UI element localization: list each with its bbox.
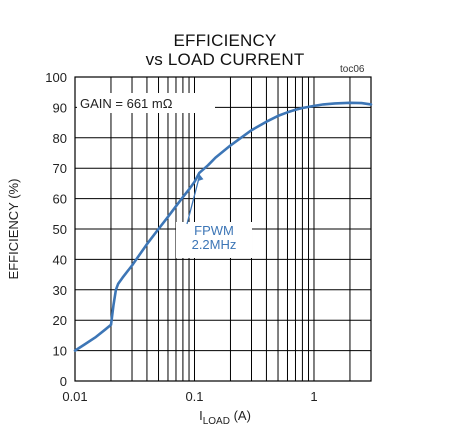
y-tick-label: 0 [60,374,67,389]
annotation-arrow-line [186,176,201,225]
gain-annotation-box [77,93,215,113]
y-tick-label: 70 [53,161,67,176]
frame-layer [74,76,372,382]
mode-annotation-box [176,222,252,258]
chart-title: EFFICIENCY [173,31,277,50]
chart-subtitle: vs LOAD CURRENT [145,50,305,69]
y-tick-label: 20 [53,313,67,328]
y-tick-label: 60 [53,192,67,207]
y-tick-label: 10 [53,344,67,359]
series-layer [73,101,373,352]
mode-annotation-line: 2.2MHz [192,237,237,252]
plot-frame [74,76,372,382]
tick-label-layer: 0 10 20 30 40 50 60 70 80 90 100 0.01 0.1 1 [45,70,317,404]
axis-label-layer: ILOAD (A) EFFICIENCY (%) [6,179,251,427]
x-axis-label: ILOAD (A) [199,408,251,427]
efficiency-curve [73,101,373,352]
x-tick-label: 0.1 [185,389,203,404]
y-axis-label: EFFICIENCY (%) [6,179,21,280]
y-tick-label: 90 [53,100,67,115]
y-tick-label: 30 [53,283,67,298]
y-tick-label: 100 [45,70,67,85]
x-tick-label: 0.01 [62,389,87,404]
y-tick-label: 80 [53,131,67,146]
x-tick-label: 1 [310,389,317,404]
y-tick-label: 50 [53,222,67,237]
gain-annotation: GAIN = 661 mΩ [80,96,173,111]
y-tick-label: 40 [53,252,67,267]
mode-annotation-line: FPWM [194,223,234,238]
figure-id-label: toc06 [340,64,365,75]
